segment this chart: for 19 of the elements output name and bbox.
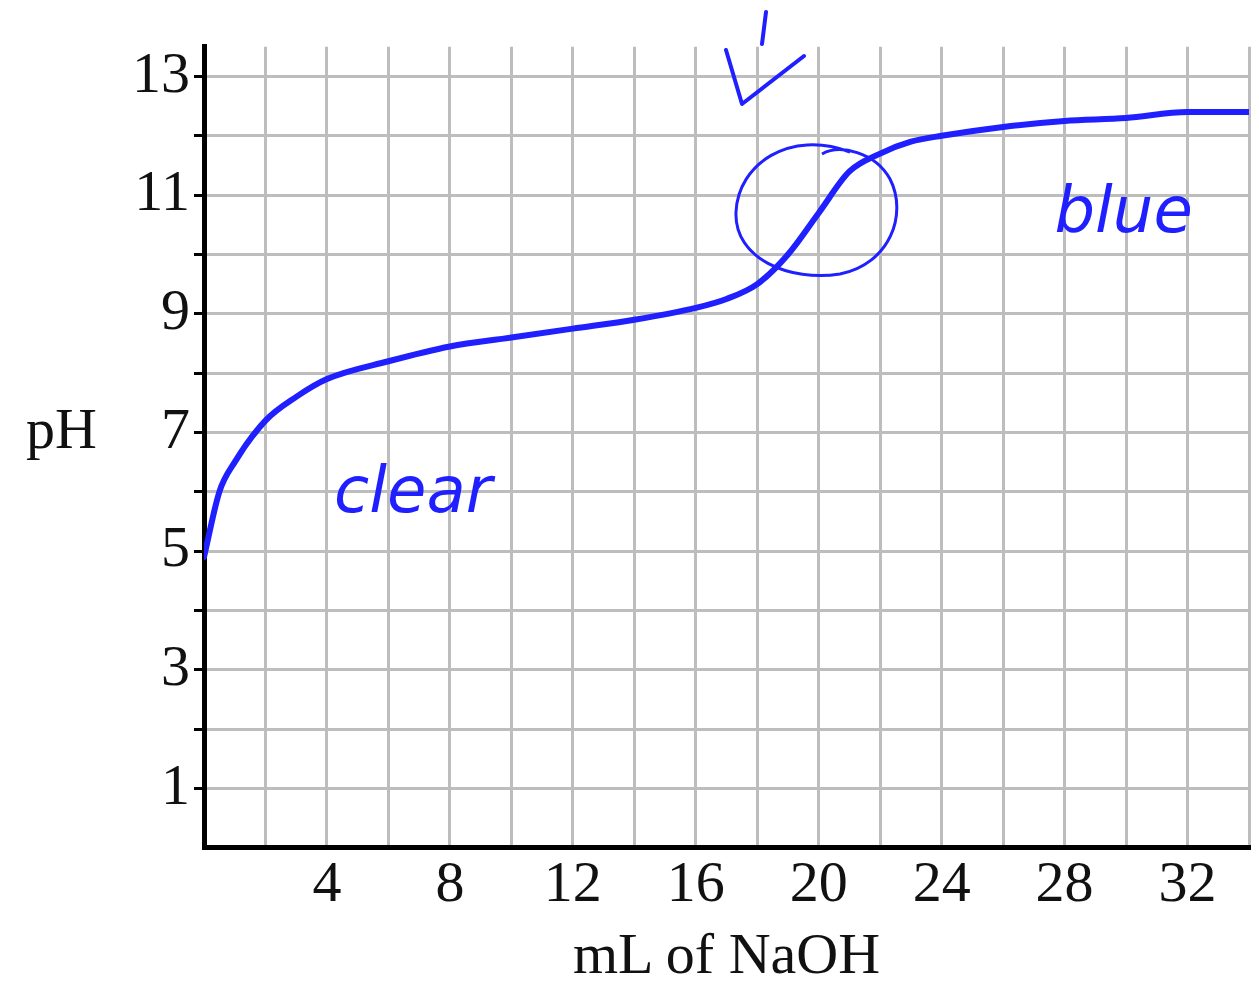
x-tick-label: 4: [312, 848, 342, 914]
y-tick-label: 7: [161, 395, 190, 461]
y-axis-title: pH: [26, 395, 97, 461]
annotation: blue: [1054, 172, 1193, 247]
y-tick-label: 3: [161, 633, 190, 699]
y-tick-label: 13: [132, 39, 190, 105]
x-tick-label: 8: [435, 848, 465, 914]
x-tick-label: 16: [666, 848, 725, 914]
x-tick-label: 24: [912, 848, 971, 914]
y-tick-label: 1: [161, 751, 190, 817]
x-tick-label: 12: [543, 848, 602, 914]
annotation: clear: [334, 452, 496, 527]
x-axis-title: mL of NaOH: [572, 921, 881, 987]
y-tick-label: 11: [134, 158, 190, 224]
x-tick-label: 28: [1035, 848, 1094, 914]
y-tick-label: 5: [161, 514, 190, 580]
x-tick-label: 20: [789, 848, 848, 914]
y-tick-label: 9: [161, 277, 190, 343]
x-tick-label: 32: [1158, 848, 1217, 914]
